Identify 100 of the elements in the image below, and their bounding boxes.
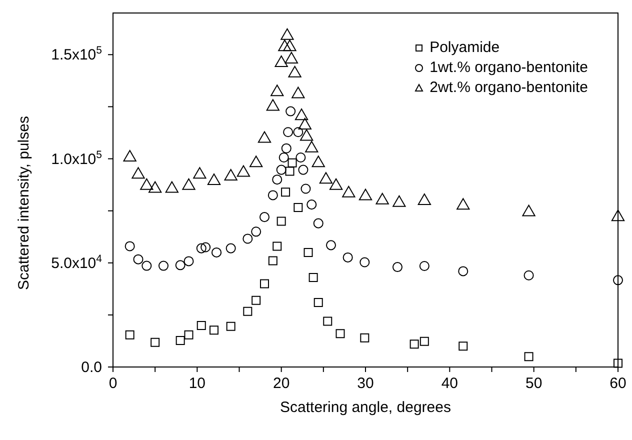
point (288, 158, 297, 168)
y-tick-label: 5.0x10$^{4}$ (51, 252, 102, 272)
x-axis-title: Scattering angle, degrees (280, 399, 451, 416)
point (226, 243, 236, 254)
point (319, 172, 333, 184)
point (329, 178, 343, 190)
point (278, 40, 292, 52)
point (236, 165, 250, 177)
point (612, 275, 624, 286)
point (210, 326, 218, 335)
point (342, 186, 356, 198)
point (300, 184, 311, 194)
point (522, 204, 536, 216)
point (305, 140, 318, 152)
point (224, 168, 238, 180)
point (193, 167, 206, 179)
point (280, 28, 294, 40)
point (288, 66, 302, 78)
point (212, 247, 222, 258)
point (226, 322, 236, 331)
point (308, 272, 318, 282)
legend-label: Polyamide (430, 38, 500, 58)
point (268, 256, 278, 266)
legend-label: 2wt.% organo-bentonite (430, 78, 588, 98)
legend-label: 1wt.% organo-bentonite (430, 58, 588, 78)
point (124, 241, 135, 252)
point (376, 192, 389, 204)
y-tick-label: 0.0 (81, 359, 102, 376)
point (140, 178, 154, 190)
point (123, 150, 136, 162)
point (132, 167, 145, 179)
point (524, 270, 534, 280)
x-tick-label: 30 (357, 375, 374, 392)
point (133, 254, 144, 264)
y-tick-label: 1.0x10$^{5}$ (51, 148, 102, 168)
point (611, 210, 625, 222)
point (304, 248, 313, 257)
point (458, 342, 468, 351)
point (207, 174, 221, 186)
point (285, 166, 294, 176)
point (268, 190, 278, 200)
point (125, 330, 134, 340)
point (259, 212, 270, 222)
point (283, 127, 294, 138)
point (306, 200, 317, 210)
point (392, 195, 406, 207)
point (314, 298, 323, 307)
point (281, 143, 292, 154)
point (419, 261, 430, 272)
point (258, 131, 272, 143)
point (243, 306, 252, 316)
point (165, 181, 178, 193)
point (286, 106, 296, 116)
x-tick-label: 20 (272, 375, 290, 392)
point (150, 338, 160, 347)
point (336, 329, 345, 338)
point (281, 188, 290, 197)
point (274, 55, 288, 67)
point (182, 178, 196, 190)
point (196, 243, 206, 254)
x-tick-label: 0 (108, 375, 118, 392)
point (323, 316, 332, 326)
point (196, 321, 206, 330)
point (251, 226, 262, 237)
point (418, 194, 431, 206)
point (420, 336, 429, 346)
point (272, 242, 282, 251)
point (283, 40, 296, 52)
point (175, 260, 186, 270)
point (250, 156, 263, 168)
point (270, 84, 284, 96)
point (176, 336, 185, 346)
point (158, 260, 169, 271)
point (292, 86, 305, 98)
point (360, 257, 370, 268)
point (458, 266, 468, 276)
point (252, 296, 261, 305)
point (242, 234, 253, 244)
point (342, 252, 353, 262)
point (272, 174, 282, 185)
x-tick-label: 60 (610, 375, 626, 392)
point (392, 262, 402, 272)
point (298, 164, 308, 175)
point (200, 242, 211, 252)
y-tick-label: 1.5x10$^{5}$ (51, 44, 102, 64)
x-tick-label: 50 (525, 375, 542, 392)
point (278, 152, 289, 163)
point (294, 108, 308, 120)
point (614, 358, 622, 368)
point (313, 218, 324, 228)
point (326, 240, 336, 250)
point (276, 164, 286, 175)
point (284, 52, 298, 64)
point (360, 333, 370, 342)
point (260, 279, 269, 288)
y-axis-title: Scattered intensity, pulses (15, 116, 32, 290)
point (312, 156, 325, 168)
point (142, 260, 152, 271)
point (276, 216, 286, 226)
point (296, 152, 306, 163)
